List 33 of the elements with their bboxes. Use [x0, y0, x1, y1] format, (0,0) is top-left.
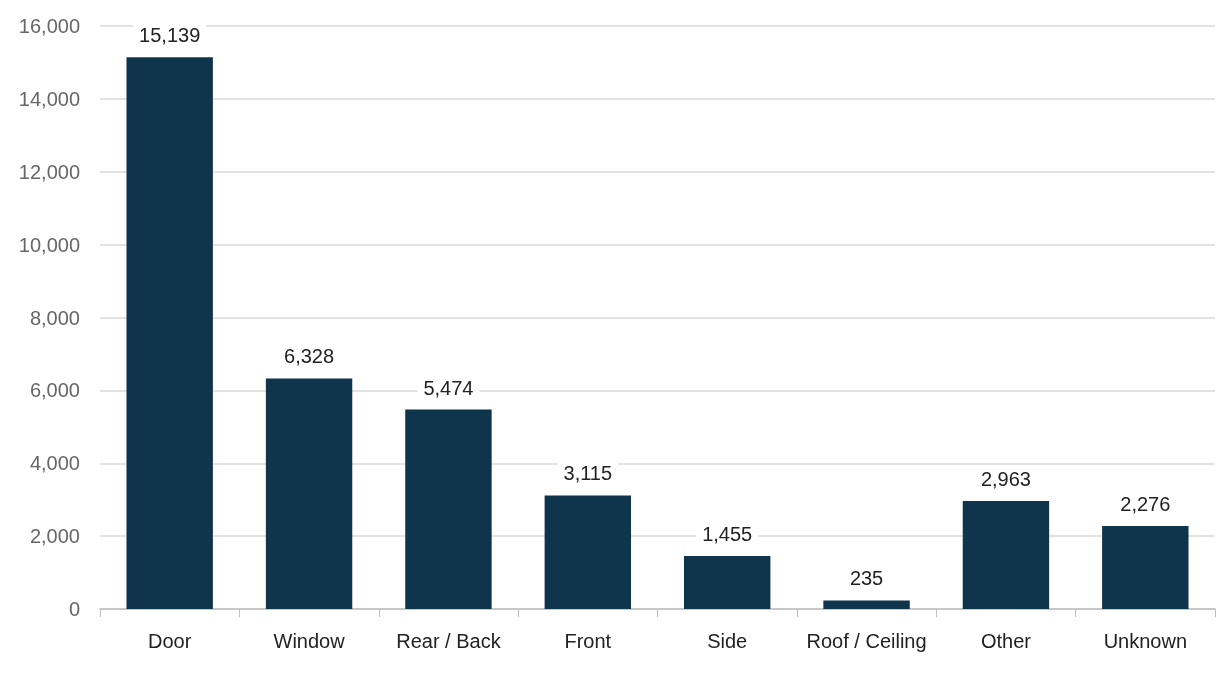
y-tick-label: 8,000	[29, 306, 80, 329]
x-tick-label: Window	[273, 630, 346, 652]
y-tick-label: 0	[68, 598, 80, 620]
y-tick-label: 10,000	[18, 233, 80, 256]
bar	[823, 600, 910, 609]
data-label: 2,963	[980, 468, 1031, 491]
data-label: 6,328	[284, 345, 335, 368]
x-tick-label: Other	[980, 630, 1032, 652]
bar	[962, 501, 1050, 609]
x-tick-label: Unknown	[1103, 630, 1188, 652]
bar	[544, 495, 632, 609]
y-tick-label: 6,000	[29, 379, 80, 402]
y-tick-label: 16,000	[18, 15, 80, 37]
data-label: 5,474	[423, 376, 474, 399]
data-label: 1,455	[702, 522, 753, 545]
bar	[683, 555, 771, 609]
x-tick-label: Rear / Back	[396, 630, 502, 652]
bar	[405, 409, 492, 609]
x-tick-label: Roof / Ceiling	[806, 630, 927, 652]
data-label: 3,115	[563, 462, 613, 485]
bar	[265, 378, 353, 609]
data-label: 15,139	[139, 24, 201, 47]
bar	[126, 57, 213, 609]
y-tick-label: 12,000	[18, 160, 80, 183]
bar	[1102, 526, 1189, 609]
y-tick-label: 4,000	[29, 452, 80, 475]
y-tick-label: 2,000	[29, 525, 80, 548]
x-tick-label: Door	[148, 630, 192, 652]
x-tick-label: Side	[707, 630, 748, 652]
data-label: 2,276	[1120, 493, 1171, 516]
x-tick-label: Front	[564, 630, 612, 652]
data-label: 235	[849, 567, 884, 590]
y-tick-label: 14,000	[18, 87, 80, 110]
